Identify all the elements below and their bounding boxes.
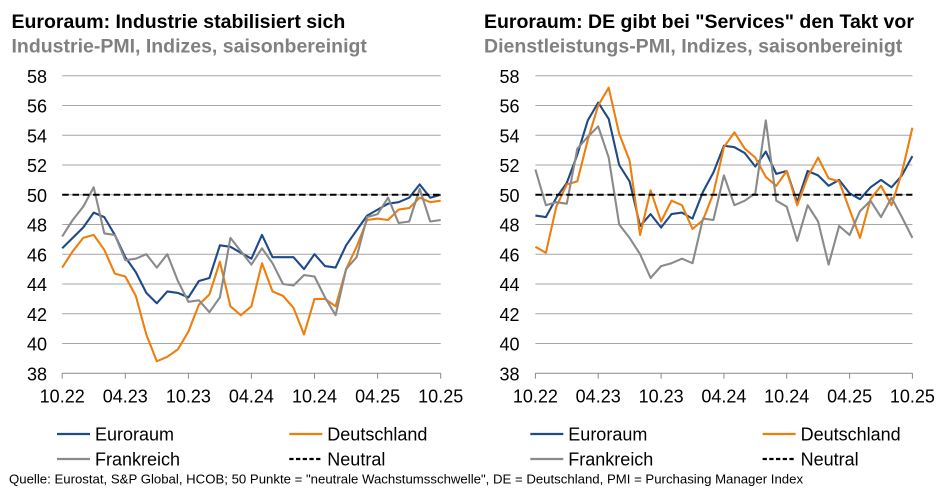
svg-text:46: 46 (27, 245, 47, 265)
svg-text:04.25: 04.25 (827, 387, 872, 407)
svg-text:Euroraum: Euroraum (95, 425, 174, 445)
svg-text:54: 54 (27, 126, 47, 146)
svg-text:04.24: 04.24 (229, 387, 274, 407)
svg-text:54: 54 (499, 126, 519, 146)
svg-text:10.24: 10.24 (764, 387, 809, 407)
svg-text:44: 44 (499, 275, 519, 295)
svg-text:58: 58 (27, 67, 47, 87)
svg-text:56: 56 (27, 97, 47, 117)
svg-text:Quelle: Eurostat, S&P Global,: Quelle: Eurostat, S&P Global, HCOB; 50 P… (9, 472, 803, 487)
svg-text:10.25: 10.25 (418, 387, 463, 407)
svg-text:Frankreich: Frankreich (568, 450, 653, 470)
svg-text:Industrie-PMI, Indizes, saison: Industrie-PMI, Indizes, saisonbereinigt (12, 35, 368, 57)
svg-text:44: 44 (27, 275, 47, 295)
svg-text:04.25: 04.25 (355, 387, 400, 407)
svg-text:10.23: 10.23 (166, 387, 211, 407)
svg-text:50: 50 (499, 186, 519, 206)
svg-text:42: 42 (499, 305, 519, 325)
svg-text:46: 46 (499, 245, 519, 265)
svg-text:42: 42 (27, 305, 47, 325)
svg-text:Dienstleistungs-PMI, Indizes,: Dienstleistungs-PMI, Indizes, saisonbere… (484, 35, 903, 57)
svg-text:56: 56 (499, 97, 519, 117)
svg-text:04.23: 04.23 (576, 387, 621, 407)
svg-text:10.22: 10.22 (40, 387, 85, 407)
svg-text:10.23: 10.23 (639, 387, 684, 407)
svg-text:Euroraum: Industrie stabilisie: Euroraum: Industrie stabilisiert sich (12, 11, 346, 33)
svg-text:10.25: 10.25 (890, 387, 935, 407)
svg-text:38: 38 (499, 364, 519, 384)
svg-text:10.24: 10.24 (292, 387, 337, 407)
svg-text:48: 48 (27, 216, 47, 236)
svg-text:Euroraum: DE gibt bei "Service: Euroraum: DE gibt bei "Services" den Tak… (484, 11, 914, 33)
svg-text:Deutschland: Deutschland (327, 425, 427, 445)
svg-text:50: 50 (27, 186, 47, 206)
svg-text:52: 52 (499, 156, 519, 176)
svg-text:04.24: 04.24 (701, 387, 746, 407)
svg-text:40: 40 (499, 335, 519, 355)
svg-text:Frankreich: Frankreich (95, 450, 180, 470)
svg-text:04.23: 04.23 (103, 387, 148, 407)
svg-text:Euroraum: Euroraum (568, 425, 647, 445)
svg-text:Neutral: Neutral (801, 450, 859, 470)
svg-text:10.22: 10.22 (513, 387, 558, 407)
svg-text:40: 40 (27, 335, 47, 355)
svg-text:52: 52 (27, 156, 47, 176)
svg-text:Deutschland: Deutschland (801, 425, 901, 445)
svg-text:58: 58 (499, 67, 519, 87)
svg-text:Neutral: Neutral (327, 450, 385, 470)
svg-text:38: 38 (27, 364, 47, 384)
svg-text:48: 48 (499, 216, 519, 236)
